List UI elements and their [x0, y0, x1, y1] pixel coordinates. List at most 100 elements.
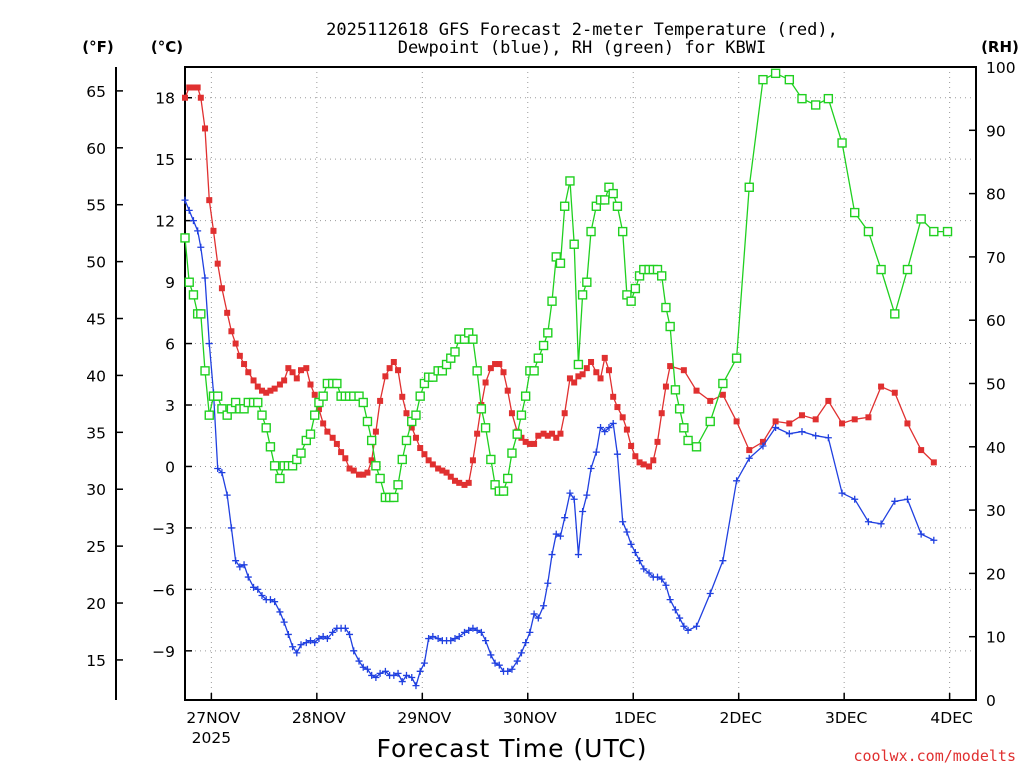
data-point: [258, 592, 266, 600]
data-point: [526, 628, 534, 636]
data-point: [864, 518, 872, 526]
data-point: [397, 454, 407, 465]
x-tick-label: 29NOV: [397, 709, 451, 727]
data-point: [613, 450, 621, 458]
data-point: [566, 489, 574, 497]
data-point: [733, 418, 740, 425]
data-point: [451, 477, 458, 484]
data-point: [745, 454, 753, 462]
data-point: [305, 429, 316, 439]
data-point: [640, 565, 648, 573]
data-point: [666, 596, 674, 604]
data-point: [469, 457, 476, 464]
series-dewpoint: [181, 196, 938, 690]
data-point: [586, 226, 596, 237]
data-point: [271, 385, 278, 392]
data-point: [201, 274, 209, 282]
celsius-tick-label: 6: [165, 336, 175, 354]
data-point: [447, 473, 454, 480]
data-point: [619, 518, 627, 526]
data-point: [315, 406, 322, 413]
data-point: [566, 375, 573, 382]
data-point: [507, 448, 517, 458]
rh-unit-label: (RH): [981, 38, 1019, 56]
data-point: [381, 667, 389, 675]
data-point: [646, 463, 653, 470]
data-point: [608, 188, 618, 199]
data-point: [197, 243, 205, 251]
data-point: [746, 447, 753, 454]
data-point: [236, 563, 244, 571]
data-point: [254, 585, 262, 593]
data-point: [547, 296, 557, 306]
data-point: [693, 622, 701, 630]
data-point: [460, 628, 468, 636]
data-point: [296, 448, 306, 458]
data-point: [759, 442, 767, 450]
data-point: [543, 328, 553, 338]
data-point: [605, 424, 613, 432]
data-point: [903, 495, 911, 503]
data-point: [706, 589, 714, 597]
data-point: [214, 260, 221, 267]
data-point: [443, 469, 450, 476]
data-point: [665, 321, 675, 332]
data-point: [798, 428, 806, 436]
data-point: [517, 649, 525, 657]
data-point: [372, 428, 379, 435]
data-point: [508, 665, 516, 673]
data-point: [680, 622, 688, 630]
data-point: [376, 669, 384, 677]
data-point: [342, 455, 349, 462]
data-point: [253, 397, 263, 408]
credit-link[interactable]: coolwx.com/modelts: [853, 747, 1016, 765]
data-point: [350, 467, 357, 474]
data-point: [930, 459, 937, 466]
celsius-tick-label: 0: [165, 458, 175, 476]
data-point: [676, 614, 684, 622]
series-line: [184, 72, 948, 499]
data-point: [597, 375, 604, 382]
data-point: [658, 410, 665, 417]
data-point: [891, 497, 899, 505]
data-point: [180, 233, 190, 243]
data-point: [556, 532, 564, 540]
data-point: [851, 495, 859, 503]
data-point: [350, 647, 358, 655]
series-line: [184, 199, 935, 688]
data-point: [575, 373, 582, 380]
x-tick-label: 2DEC: [719, 709, 761, 727]
celsius-tick-label: 12: [155, 213, 175, 231]
data-point: [640, 461, 647, 468]
data-point: [359, 663, 367, 671]
data-point: [332, 378, 342, 389]
data-point: [447, 637, 455, 645]
data-point: [415, 391, 425, 401]
data-point: [691, 442, 702, 452]
data-point: [654, 438, 661, 445]
celsius-unit-label: (°C): [151, 38, 183, 56]
data-point: [571, 379, 578, 386]
data-point: [218, 469, 226, 477]
data-point: [498, 486, 509, 496]
data-point: [667, 363, 674, 370]
data-point: [232, 340, 239, 347]
data-point: [670, 385, 681, 395]
data-point: [565, 176, 575, 186]
data-point: [412, 682, 420, 690]
celsius-tick-label: 15: [155, 151, 175, 169]
data-point: [184, 277, 194, 287]
data-point: [307, 381, 314, 388]
data-point: [465, 626, 473, 634]
data-point: [579, 508, 587, 516]
data-point: [465, 479, 472, 486]
data-point: [315, 635, 323, 643]
data-point: [605, 367, 612, 374]
data-point: [513, 657, 521, 665]
data-point: [627, 540, 635, 548]
series-2-meter-temperature: [182, 84, 937, 488]
data-point: [257, 410, 267, 420]
data-point: [250, 583, 258, 591]
data-point: [393, 480, 403, 490]
data-point: [244, 573, 252, 581]
